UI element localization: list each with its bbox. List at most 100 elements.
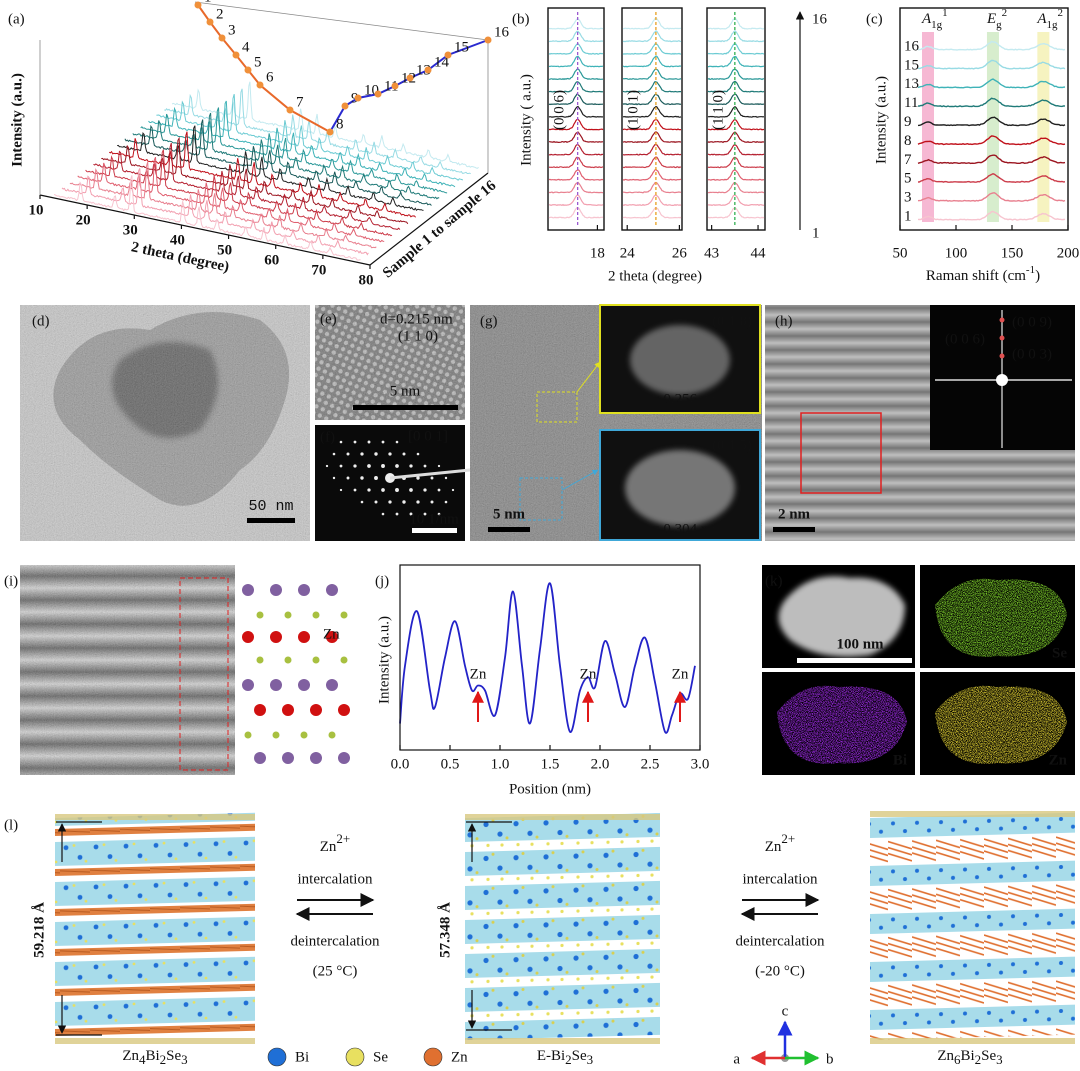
x-tick-label: 50 [893,245,908,261]
mode-sup: 1 [942,7,948,19]
crystal-edge [870,1038,1075,1044]
axis-line [194,1,489,41]
raman-trace [917,40,1066,51]
panel-label: (i) [4,573,18,589]
scale-bar [353,405,458,410]
diffraction-spot [381,464,385,468]
xrd-trace [707,30,765,43]
sample-point [341,102,349,110]
zn-label: Zn [672,666,689,682]
raman-trace [917,210,1066,221]
diffraction-spot [437,488,441,492]
diffraction-spot [395,464,399,468]
process-label: deintercalation [735,933,825,949]
sample-label: 6 [266,69,274,85]
se-atom [272,731,280,739]
xrd-trace [707,93,765,106]
se-atom [328,731,336,739]
label-part: ) [1035,268,1040,284]
process-label: deintercalation [290,933,380,949]
diffraction-spot [402,500,406,504]
diffraction-spot [360,500,364,504]
mode-band [1037,32,1050,222]
zn-atom [310,704,322,716]
xrd-trace [61,168,369,256]
diffraction-spot [423,488,427,492]
x-tick-label: 200 [1057,245,1080,261]
xrd-trace [93,142,401,230]
xrd-trace [622,118,681,131]
sample-point [444,51,452,59]
x-tick-label: 2.5 [641,756,660,772]
diffraction-spot [332,452,336,456]
sample-point [256,81,264,89]
xrd-trace [622,156,682,169]
x-tick-label: 0.0 [391,756,410,772]
image-e [315,305,465,420]
mode-band [922,32,934,222]
se-atom [340,656,348,664]
window-frame [547,7,605,231]
zn-atom [270,631,282,643]
sample-point [406,74,414,82]
se-atom [340,611,348,619]
se-atom [300,731,308,739]
zn-atom [254,704,266,716]
mode-sub: 1g [931,19,943,31]
xrd-trace [707,80,765,93]
mode-sub: 1g [1047,19,1059,31]
bi-atom [326,679,338,691]
sample-label: 7 [904,152,912,168]
y-axis-label: Intensity ( a.u.) [518,74,534,166]
raman-trace [917,192,1066,202]
image-h [765,305,1075,541]
plane-index: (0 1 8) [712,313,752,329]
diffraction-spot [339,440,343,444]
diffraction-spot [402,452,406,456]
xrd-trace [124,119,432,206]
mode-label: A1g2 [1036,7,1063,31]
xrd-trace [707,43,765,55]
bi-atom [298,679,310,691]
diffraction-spot [367,464,371,468]
window-frame [621,7,683,231]
xrd-trace [707,144,765,156]
xrd-trace [548,93,603,106]
bi-atom [298,584,310,596]
plane-index: (1 1 0) [398,328,438,344]
sample-label: 16 [494,24,510,40]
diffraction-spot [367,488,371,492]
diffraction-spot [430,500,434,504]
label-sup: -1 [1026,264,1035,276]
xrd-trace [164,88,471,175]
c-spacing: 57.348 Å [437,902,453,958]
sample-point [244,66,252,74]
x-tick-label: 1.0 [491,756,510,772]
x-axis-label: Raman shift (cm-1) [926,264,1040,285]
diffraction-spot [444,500,448,504]
sample-label: 15 [454,39,469,55]
legend-swatch [267,1047,287,1067]
xrd-trace [623,17,682,30]
mode-symbol: A [1036,11,1047,27]
peak-index: (1 0 1) [625,90,641,130]
x-tick-label: 150 [1001,245,1024,261]
sample-label: 16 [904,38,920,54]
panel-label: (e) [320,311,337,327]
diffraction-spot [409,512,413,516]
raman-trace [917,97,1066,108]
panel-label: (k) [765,573,783,589]
zn-atom [326,631,338,643]
image-i [20,565,350,775]
ion-symbol: Zn [320,839,337,855]
panel-label: (j) [375,573,389,589]
bi-atom [338,752,350,764]
panel-label: (b) [512,11,530,27]
crystal-edge [465,814,660,820]
xrd-trace [156,93,464,181]
x-tick-label: 70 [311,262,326,278]
plot-frame [899,7,1069,231]
diffraction-spot [325,464,329,468]
element-label: Bi [893,752,907,768]
